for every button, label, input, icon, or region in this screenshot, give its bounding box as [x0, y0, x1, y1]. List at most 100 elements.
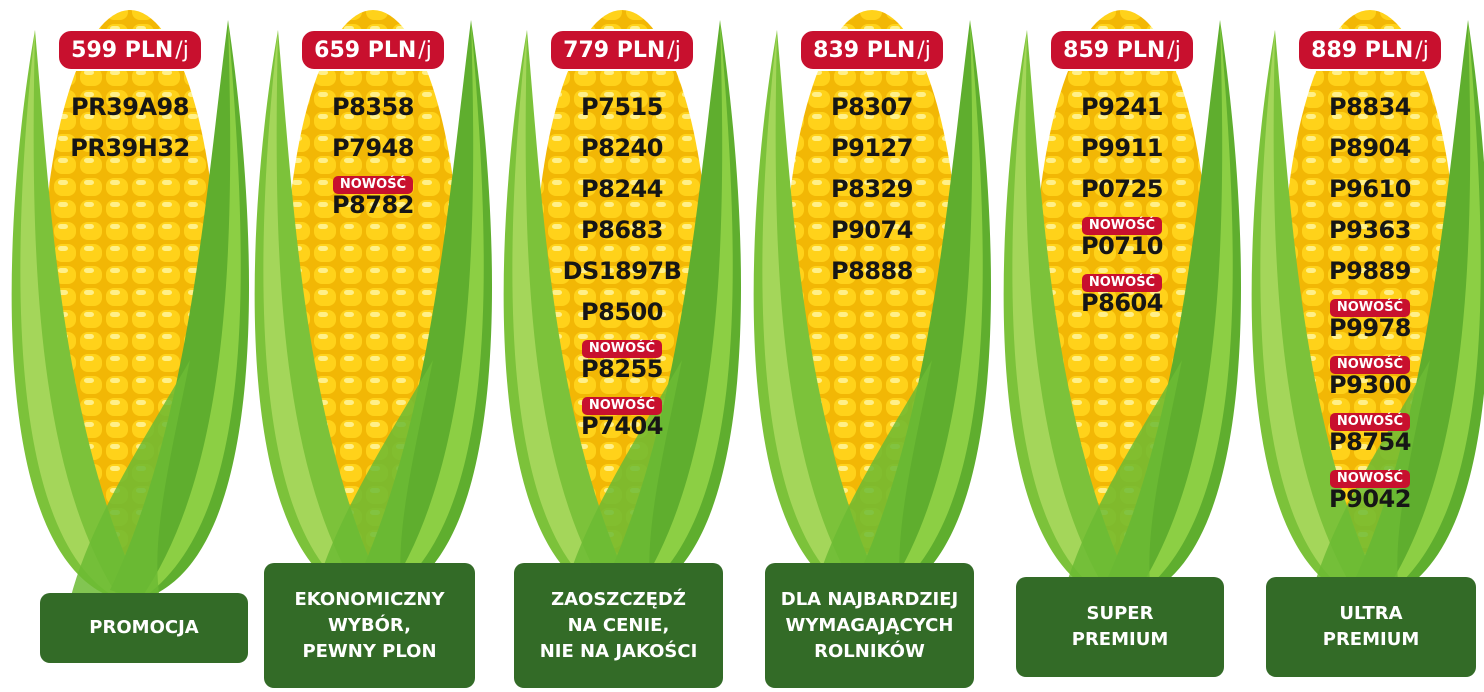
- category-label: PROMOCJA: [40, 593, 248, 663]
- label-line: ZAOSZCZĘDŹ: [551, 587, 686, 613]
- price-badge: 599 PLN/j: [57, 29, 203, 71]
- variety-name: P7948: [332, 131, 414, 166]
- label-line: WYMAGAJĄCYCH: [786, 613, 954, 639]
- variety: P9911: [1081, 131, 1163, 166]
- variety-name: P8904: [1329, 131, 1411, 166]
- label-line: SUPER: [1087, 601, 1154, 627]
- variety-name: P8888: [831, 254, 913, 289]
- variety-name: P8329: [831, 172, 913, 207]
- variety-list: P8307 P9127 P8329 P9074 P8888: [772, 90, 972, 295]
- variety-name: PR39H32: [70, 131, 189, 166]
- variety: P9889: [1329, 254, 1411, 289]
- variety: NOWOŚĆP8255: [581, 336, 663, 387]
- price-unit: /j: [418, 38, 432, 63]
- variety: P9074: [831, 213, 913, 248]
- variety: P9610: [1329, 172, 1411, 207]
- variety: DS1897B: [563, 254, 682, 289]
- variety: NOWOŚĆP8782: [332, 172, 414, 223]
- label-line: PREMIUM: [1072, 627, 1169, 653]
- variety-name: P8240: [581, 131, 663, 166]
- variety: NOWOŚĆP9042: [1329, 466, 1411, 517]
- price-badge: 779 PLN/j: [549, 29, 695, 71]
- variety: P9127: [831, 131, 913, 166]
- variety-name: P8683: [581, 213, 663, 248]
- variety: PR39A98: [71, 90, 189, 125]
- variety-name: P8244: [581, 172, 663, 207]
- variety: P8888: [831, 254, 913, 289]
- variety-name: P9241: [1081, 90, 1163, 125]
- label-line: PEWNY PLON: [302, 639, 436, 665]
- price: 889 PLN: [1311, 38, 1413, 63]
- variety-name: P9610: [1329, 172, 1411, 207]
- variety-name: P8834: [1329, 90, 1411, 125]
- variety-name: P8358: [332, 90, 414, 125]
- label-line: WYBÓR,: [328, 613, 411, 639]
- variety-name: DS1897B: [563, 254, 682, 289]
- price-unit: /j: [917, 38, 931, 63]
- variety: PR39H32: [70, 131, 189, 166]
- price-badge: 859 PLN/j: [1049, 29, 1195, 71]
- variety-name: P9127: [831, 131, 913, 166]
- variety-name: P9363: [1329, 213, 1411, 248]
- variety: P0725: [1081, 172, 1163, 207]
- price-unit: /j: [1167, 38, 1181, 63]
- variety: P8904: [1329, 131, 1411, 166]
- price-badge: 659 PLN/j: [300, 29, 446, 71]
- variety: NOWOŚĆP8604: [1081, 270, 1163, 321]
- variety-name: P9300: [1329, 368, 1411, 403]
- variety: P8683: [581, 213, 663, 248]
- variety: P8307: [831, 90, 913, 125]
- variety-name: P0725: [1081, 172, 1163, 207]
- variety-name: P0710: [1081, 229, 1163, 264]
- variety: P8358: [332, 90, 414, 125]
- variety: P7515: [581, 90, 663, 125]
- variety-name: P8754: [1329, 425, 1411, 460]
- variety-list: P9241P9911P0725NOWOŚĆP0710NOWOŚĆP8604: [1022, 90, 1222, 327]
- label-line: ULTRA: [1339, 601, 1402, 627]
- variety-name: P9042: [1329, 482, 1411, 517]
- variety: P9241: [1081, 90, 1163, 125]
- variety-name: P9074: [831, 213, 913, 248]
- variety: P8329: [831, 172, 913, 207]
- infographic: 599 PLN/j PR39A98 PR39H32 PROMOCJA 659 PLN/j…: [0, 0, 1484, 692]
- variety: P8500: [581, 295, 663, 330]
- variety: NOWOŚĆP9300: [1329, 352, 1411, 403]
- price-unit: /j: [1415, 38, 1429, 63]
- variety-name: P7404: [581, 409, 663, 444]
- variety-name: P8307: [831, 90, 913, 125]
- label-line: PREMIUM: [1323, 627, 1420, 653]
- price: 859 PLN: [1063, 38, 1165, 63]
- label-line: DLA NAJBARDZIEJ: [781, 587, 959, 613]
- price: 779 PLN: [563, 38, 665, 63]
- price-badge: 839 PLN/j: [799, 29, 945, 71]
- page: 599 PLN/j PR39A98 PR39H32 PROMOCJA 659 PLN/j…: [0, 0, 1484, 692]
- variety: P8240: [581, 131, 663, 166]
- label-line: ROLNIKÓW: [814, 639, 925, 665]
- price: 599 PLN: [71, 38, 173, 63]
- price: 659 PLN: [314, 38, 416, 63]
- variety-name: P8604: [1081, 286, 1163, 321]
- price: 839 PLN: [813, 38, 915, 63]
- variety-list: PR39A98 PR39H32: [30, 90, 230, 172]
- label-line: NA CENIE,: [568, 613, 670, 639]
- label-line: NIE NA JAKOŚCI: [540, 639, 698, 665]
- variety: P9363: [1329, 213, 1411, 248]
- label-line: PROMOCJA: [89, 615, 198, 641]
- variety: P8834: [1329, 90, 1411, 125]
- variety-name: P8782: [332, 188, 414, 223]
- variety: P7948: [332, 131, 414, 166]
- variety-name: P8255: [581, 352, 663, 387]
- variety-name: PR39A98: [71, 90, 189, 125]
- variety-name: P9889: [1329, 254, 1411, 289]
- price-unit: /j: [667, 38, 681, 63]
- label-line: EKONOMICZNY: [294, 587, 444, 613]
